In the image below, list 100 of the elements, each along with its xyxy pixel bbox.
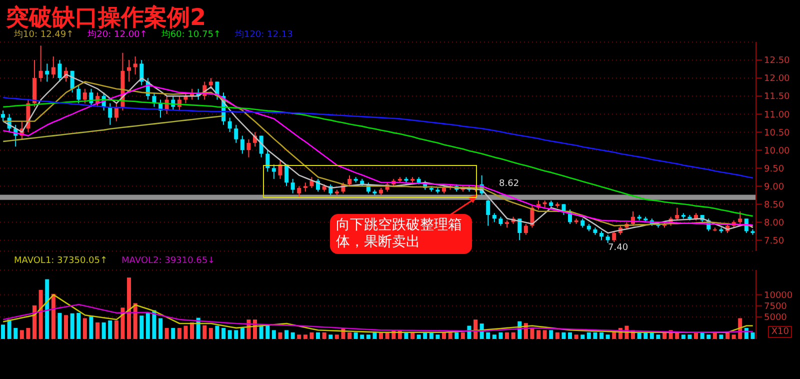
bar xyxy=(316,332,320,339)
bar xyxy=(310,332,314,339)
bar xyxy=(266,325,270,339)
y-tick-label: 11.50 xyxy=(764,92,790,102)
bar xyxy=(133,303,138,339)
bar xyxy=(114,320,118,339)
candlestick xyxy=(234,124,238,144)
bar xyxy=(410,332,414,339)
line-series xyxy=(2,294,754,334)
candlestick xyxy=(278,160,282,180)
bar xyxy=(290,332,295,339)
candlestick xyxy=(51,56,56,79)
bar xyxy=(272,330,276,339)
bar xyxy=(1,324,5,339)
bar xyxy=(58,312,62,339)
bar xyxy=(372,332,377,339)
bar xyxy=(650,332,654,339)
bar xyxy=(423,332,428,339)
bar xyxy=(26,328,30,339)
y-tick-label: 9.00 xyxy=(764,182,784,192)
bar xyxy=(549,330,554,339)
bar xyxy=(45,279,50,339)
bar xyxy=(215,326,220,339)
y-tick-label: 8.00 xyxy=(764,218,784,228)
bar xyxy=(322,332,326,339)
annotation: 7.40 xyxy=(607,242,630,253)
bar xyxy=(568,332,572,339)
bar xyxy=(82,318,87,339)
bar xyxy=(385,332,390,339)
candlestick xyxy=(348,174,352,187)
bar xyxy=(202,325,207,339)
bar xyxy=(297,334,302,339)
bar xyxy=(208,328,213,339)
candlestick xyxy=(606,234,610,244)
bar xyxy=(574,334,578,339)
candlestick xyxy=(1,110,5,122)
text: X10 xyxy=(768,326,792,338)
bar xyxy=(14,328,18,339)
candlestick xyxy=(133,56,138,75)
bar xyxy=(108,320,112,339)
bar xyxy=(259,325,264,339)
candlestick xyxy=(38,45,43,82)
bar xyxy=(726,332,730,339)
bar xyxy=(152,310,156,339)
bar xyxy=(146,312,150,339)
y-tick-label: 5000 xyxy=(764,313,788,324)
candlestick xyxy=(486,199,490,226)
candlestick xyxy=(228,117,232,133)
bar xyxy=(562,332,566,339)
y-tick-label: 12.00 xyxy=(764,74,790,84)
y-tick-label: 10.00 xyxy=(764,146,790,156)
y-tick-label: 10.50 xyxy=(764,128,790,138)
candlestick xyxy=(612,230,616,242)
bar xyxy=(360,334,364,339)
text: MAVOL1: 37350.05↑ xyxy=(14,256,108,266)
bar xyxy=(586,332,591,339)
bar xyxy=(454,332,459,339)
candlestick xyxy=(518,218,522,241)
y-tick-label: 7500 xyxy=(764,302,788,312)
candlestick xyxy=(492,212,496,223)
bar xyxy=(89,316,94,339)
candlestick xyxy=(303,182,308,192)
bar xyxy=(600,332,604,339)
bar xyxy=(164,328,169,339)
bar xyxy=(7,320,12,339)
candlestick xyxy=(600,230,604,241)
candlestick xyxy=(127,60,131,82)
bar xyxy=(76,312,81,339)
bar xyxy=(404,332,408,339)
bar xyxy=(580,334,585,339)
bar xyxy=(681,334,686,339)
bar xyxy=(102,322,106,339)
bar xyxy=(474,320,478,339)
bar xyxy=(222,328,226,339)
bar xyxy=(712,332,717,339)
bar xyxy=(184,326,188,339)
bar xyxy=(234,330,238,339)
bar xyxy=(505,332,509,339)
bar xyxy=(606,334,610,339)
line-series xyxy=(2,304,754,334)
bar xyxy=(542,330,547,339)
bar xyxy=(278,332,282,339)
candlestick xyxy=(524,223,528,236)
candlestick xyxy=(208,78,213,90)
bar xyxy=(38,290,43,339)
bar xyxy=(366,334,370,339)
candlestick xyxy=(89,88,94,108)
y-tick-label: 9.50 xyxy=(764,164,784,174)
bar xyxy=(536,330,540,339)
bar xyxy=(750,332,755,339)
bar xyxy=(719,334,724,339)
candlestick xyxy=(266,150,270,172)
candlestick xyxy=(272,164,276,180)
bar xyxy=(675,332,680,339)
candlestick xyxy=(290,178,295,194)
bar xyxy=(70,313,74,339)
bar xyxy=(460,332,465,339)
bar xyxy=(348,332,352,339)
bar xyxy=(706,334,711,339)
bar xyxy=(158,318,162,339)
